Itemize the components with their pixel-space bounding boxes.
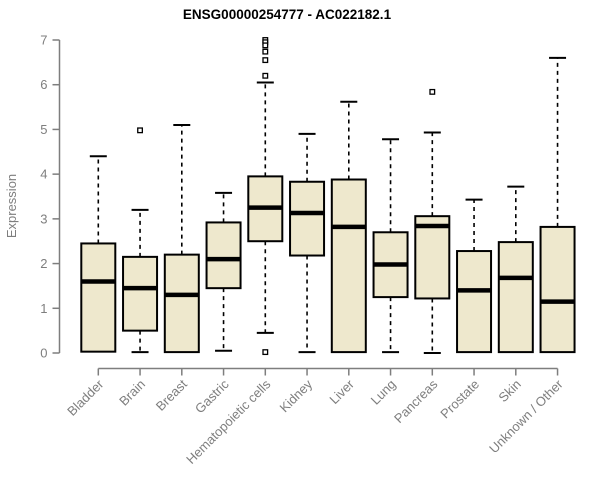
box-gastric	[205, 191, 242, 352]
x-tick-label: Bladder	[64, 376, 107, 419]
iqr-box	[497, 241, 534, 354]
outlier-point	[429, 88, 436, 95]
box-prostate	[456, 198, 493, 354]
x-tick-label: Breast	[153, 376, 190, 413]
outlier-point	[262, 349, 269, 356]
y-tick-label: 0	[40, 346, 47, 361]
iqr-box	[289, 180, 326, 257]
x-tick-label: Prostate	[437, 377, 482, 422]
box-bladder	[80, 155, 117, 353]
iqr-box	[456, 250, 493, 354]
iqr-box	[330, 178, 367, 354]
box-unknown-other	[539, 56, 576, 354]
x-tick-label: Gastric	[192, 376, 232, 416]
outlier-point	[262, 42, 269, 49]
box-kidney	[289, 132, 326, 354]
y-tick-label: 5	[40, 122, 47, 137]
y-tick-label: 3	[40, 211, 47, 226]
iqr-box	[205, 221, 242, 290]
chart-title: ENSG00000254777 - AC022182.1	[183, 7, 392, 22]
iqr-box	[80, 242, 117, 353]
box-liver	[330, 100, 367, 354]
iqr-box	[539, 225, 576, 354]
iqr-box	[414, 215, 451, 300]
x-tick-label: Pancreas	[391, 376, 441, 426]
iqr-box	[122, 255, 159, 332]
box-brain	[122, 127, 159, 354]
y-tick-label: 6	[40, 77, 47, 92]
y-tick-label: 4	[40, 167, 47, 182]
box-lung	[372, 138, 409, 354]
outlier-point	[262, 57, 269, 64]
x-tick-label: Liver	[326, 376, 357, 407]
y-axis-title: Expression	[4, 174, 19, 238]
y-tick-label: 1	[40, 301, 47, 316]
box-pancreas	[414, 88, 451, 354]
outlier-point	[262, 72, 269, 79]
box-breast	[163, 123, 200, 354]
x-tick-label: Unknown / Other	[486, 376, 566, 456]
x-tick-label: Lung	[368, 377, 399, 408]
outlier-point	[137, 127, 143, 134]
y-tick-label: 7	[40, 33, 47, 48]
box-hematopoietic-cells	[247, 37, 284, 356]
box-skin	[497, 185, 534, 354]
y-tick-label: 2	[40, 256, 47, 271]
x-tick-label: Kidney	[276, 376, 315, 415]
x-tick-label: Skin	[495, 377, 523, 405]
iqr-box	[163, 253, 200, 354]
x-tick-label: Brain	[116, 377, 148, 409]
outlier-point	[262, 48, 269, 55]
